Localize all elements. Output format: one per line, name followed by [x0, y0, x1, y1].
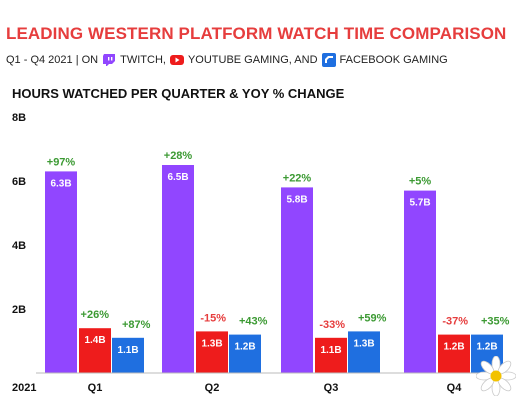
yoy-change-label: +5%: [409, 176, 432, 188]
category-label: Q3: [324, 382, 339, 394]
twitch-label: TWITCH,: [120, 54, 166, 66]
chart-title: HOURS WATCHED PER QUARTER & YOY % CHANGE: [12, 86, 345, 101]
y-tick-label: 2B: [12, 304, 26, 316]
youtube-icon: [169, 53, 184, 67]
bar-value-label: 5.7B: [409, 198, 430, 209]
bar-value-label: 1.1B: [117, 345, 138, 356]
bar: [404, 190, 436, 373]
yoy-change-label: +28%: [164, 150, 193, 162]
bar-value-label: 1.4B: [84, 335, 105, 346]
subtitle: Q1 - Q4 2021 | ON TWITCH, YOUTUBE GAMING…: [6, 52, 448, 68]
bar: [162, 165, 194, 373]
bar: [315, 337, 347, 373]
y-tick-label: 6B: [12, 176, 26, 188]
facebook-icon: [321, 53, 336, 67]
yoy-change-label: -33%: [319, 319, 345, 331]
yoy-change-label: +22%: [283, 172, 312, 184]
yoy-change-label: +97%: [47, 156, 76, 168]
bar: [348, 331, 380, 373]
yoy-change-label: -37%: [442, 316, 468, 328]
yoy-change-label: -15%: [200, 312, 226, 324]
bar: [229, 334, 261, 373]
yoy-change-label: +43%: [239, 316, 268, 328]
bar: [281, 187, 313, 373]
category-label: Q1: [88, 382, 103, 394]
bar: [45, 171, 77, 373]
yoy-change-label: +59%: [358, 312, 387, 324]
yoy-change-label: +35%: [481, 316, 510, 328]
bar-value-label: 1.2B: [443, 342, 464, 353]
bar-value-label: 1.2B: [476, 342, 497, 353]
flower-icon: [476, 356, 516, 396]
category-label: Q4: [447, 382, 463, 394]
youtube-label: YOUTUBE GAMING, AND: [187, 54, 318, 66]
y-tick-label: 8B: [12, 112, 26, 124]
bar-value-label: 1.2B: [234, 342, 255, 353]
yoy-change-label: +87%: [122, 319, 151, 331]
bar-value-label: 6.5B: [167, 172, 188, 183]
bar: [112, 337, 144, 373]
bar-value-label: 1.3B: [353, 338, 374, 349]
twitch-icon: [102, 53, 116, 67]
bar-value-label: 5.8B: [286, 194, 307, 205]
category-label: Q2: [205, 382, 220, 394]
bar-value-label: 6.3B: [50, 178, 71, 189]
bar-value-label: 1.3B: [201, 338, 222, 349]
page-title: LEADING WESTERN PLATFORM WATCH TIME COMP…: [6, 24, 507, 43]
period-label: Q1 - Q4 2021 | ON: [6, 54, 99, 66]
y-tick-label: 4B: [12, 240, 26, 252]
facebook-label: FACEBOOK GAMING: [339, 54, 448, 66]
year-label: 2021: [12, 382, 36, 394]
bar: [196, 331, 228, 373]
bar: [438, 334, 470, 373]
yoy-change-label: +26%: [81, 309, 110, 321]
bar: [79, 328, 111, 373]
bar-value-label: 1.1B: [320, 345, 341, 356]
